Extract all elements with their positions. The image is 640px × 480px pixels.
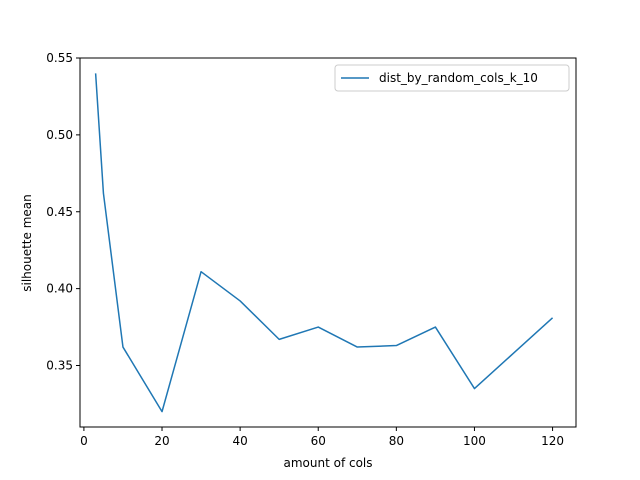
- axes-frame: [79, 57, 577, 428]
- y-axis-label: silhouette mean: [20, 194, 34, 292]
- x-tick-label: 100: [463, 434, 486, 448]
- legend-box: [334, 64, 570, 92]
- series-line: [94, 73, 554, 413]
- x-tick-label: 40: [232, 434, 247, 448]
- y-tick-label: 0.55: [46, 51, 73, 65]
- x-tick-label: 60: [311, 434, 326, 448]
- y-tick-label: 0.50: [46, 128, 73, 142]
- x-tick-label: 0: [80, 434, 88, 448]
- y-axis-ticks: 0.35 0.40 0.45 0.50 0.55: [46, 51, 80, 373]
- y-tick-label: 0.45: [46, 205, 73, 219]
- y-tick-label: 0.35: [46, 359, 73, 373]
- x-tick-label: 80: [389, 434, 404, 448]
- x-axis-label: amount of cols: [283, 456, 372, 470]
- x-axis-ticks: 0 20 40 60 80 100 120: [80, 427, 564, 448]
- legend-label: dist_by_random_cols_k_10: [379, 71, 538, 85]
- y-tick-label: 0.40: [46, 282, 73, 296]
- x-tick-label: 20: [154, 434, 169, 448]
- legend: dist_by_random_cols_k_10: [334, 64, 570, 92]
- x-tick-label: 120: [541, 434, 564, 448]
- plot-area: [94, 73, 554, 413]
